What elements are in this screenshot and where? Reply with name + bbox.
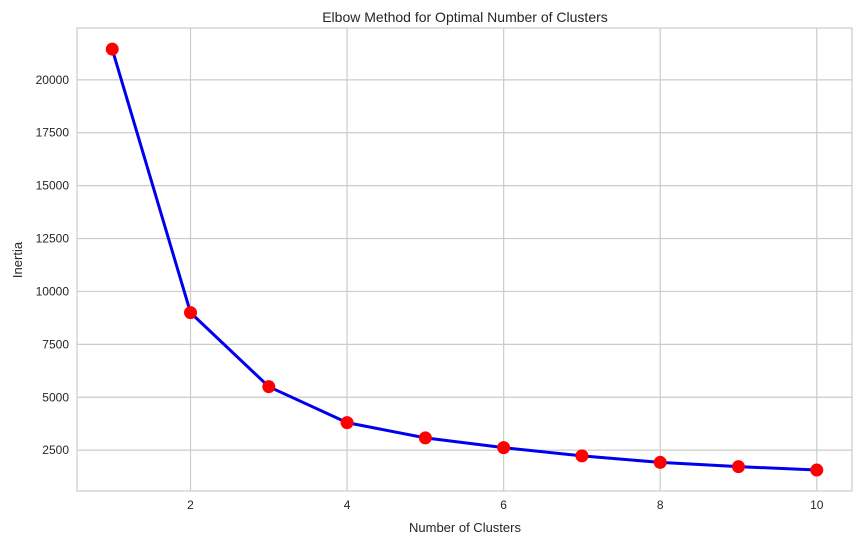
y-axis-label: Inertia [10,241,25,278]
y-axis-ticks: 2500 5000 7500 10000 12500 15000 17500 20000 [36,73,70,457]
y-tick-label: 17500 [36,126,70,140]
y-tick-label: 7500 [42,337,69,351]
data-point [105,42,119,56]
plot-frame [76,27,853,492]
data-point [497,441,511,455]
series [105,42,824,477]
data-point [731,460,745,474]
x-tick-label: 2 [187,498,194,512]
x-tick-label: 4 [344,498,351,512]
series-line [110,47,819,472]
chart-title: Elbow Method for Optimal Number of Clust… [322,9,608,25]
data-point [575,449,589,463]
data-point [653,455,667,469]
y-tick-label: 5000 [42,390,69,404]
y-tick-label: 20000 [36,73,70,87]
y-tick-label: 12500 [36,232,70,246]
data-point [184,306,198,320]
data-point [810,463,824,477]
data-point [418,431,432,445]
y-tick-label: 2500 [42,443,69,457]
grid [77,28,852,491]
y-tick-label: 15000 [36,179,70,193]
x-tick-label: 8 [657,498,664,512]
x-tick-label: 10 [810,498,824,512]
x-axis-ticks: 2 4 6 8 10 [187,498,824,512]
x-axis-label: Number of Clusters [409,520,521,535]
y-tick-label: 10000 [36,284,70,298]
x-tick-label: 6 [500,498,507,512]
data-point [262,380,276,394]
data-point [340,416,354,430]
